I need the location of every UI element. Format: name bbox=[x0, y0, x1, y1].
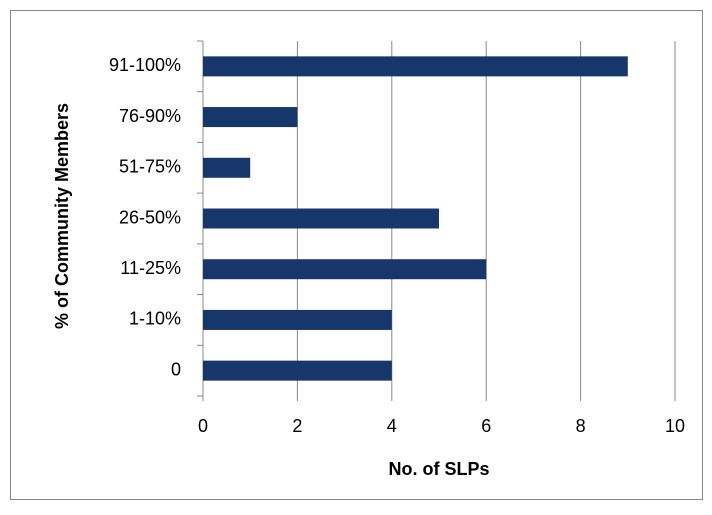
x-axis-title: No. of SLPs bbox=[388, 459, 489, 479]
bar bbox=[203, 157, 251, 178]
y-tick-label: 51-75% bbox=[119, 157, 181, 177]
bar bbox=[203, 107, 298, 128]
y-tick-label: 91-100% bbox=[109, 55, 181, 75]
y-tick-label: 26-50% bbox=[119, 207, 181, 227]
x-tick-label: 4 bbox=[387, 416, 397, 436]
y-axis-title: % of Community Members bbox=[52, 103, 72, 329]
x-tick-label: 2 bbox=[292, 416, 302, 436]
bar bbox=[203, 208, 439, 229]
y-tick-label: 76-90% bbox=[119, 106, 181, 126]
chart-border bbox=[10, 10, 703, 500]
y-tick-label: 1-10% bbox=[129, 309, 181, 329]
x-tick-label: 10 bbox=[665, 416, 685, 436]
x-tick-label: 8 bbox=[576, 416, 586, 436]
bar bbox=[203, 309, 392, 330]
y-tick-label: 11-25% bbox=[120, 258, 181, 278]
y-tick-label: 0 bbox=[171, 359, 181, 379]
bar bbox=[203, 56, 628, 77]
bar bbox=[203, 360, 392, 381]
bar bbox=[203, 259, 487, 280]
x-tick-label: 0 bbox=[198, 416, 208, 436]
x-tick-label: 6 bbox=[481, 416, 491, 436]
